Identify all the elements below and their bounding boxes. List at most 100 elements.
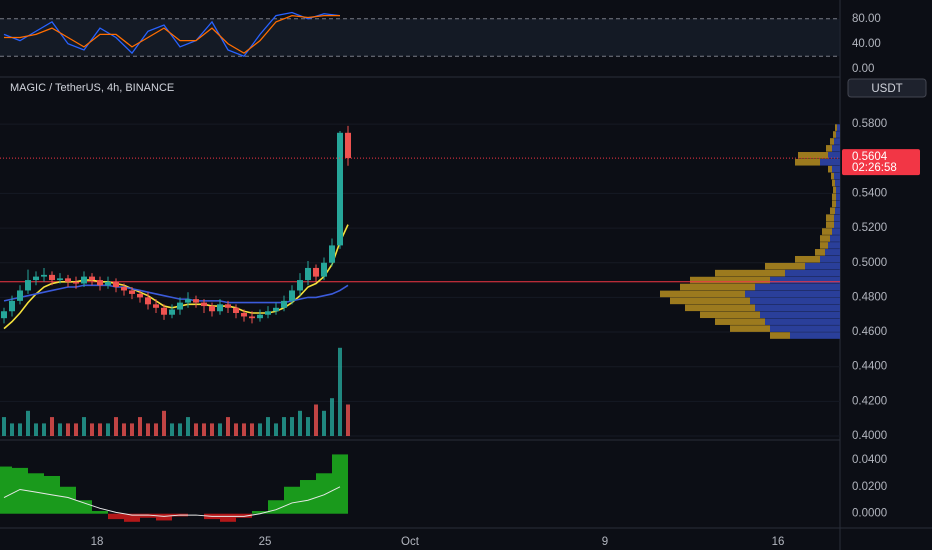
x-tick-label: 16 [772,536,785,548]
profile-bar [770,332,790,339]
candle-body [153,304,159,308]
profile-bar [834,214,840,221]
volume-bar [258,423,262,436]
candle-body [41,274,47,277]
profile-bar [836,200,840,208]
y-tick-label: 0.4000 [852,430,887,442]
currency-button[interactable] [847,78,927,98]
volume-bar [2,417,6,436]
candle-body [313,267,319,277]
rsi-tick-label: 40.00 [852,38,881,50]
profile-bar [770,276,840,284]
profile-bar [826,145,832,152]
candle-body [321,262,327,277]
profile-bar [830,235,840,242]
profile-bar [660,290,745,298]
profile-bar [826,221,834,228]
candle-body [89,276,95,281]
profile-bar [680,283,755,291]
y-tick-label: 0.4600 [852,326,887,338]
candle-body [97,280,103,286]
volume-bar [330,398,334,436]
volume-bar [170,423,174,436]
candle-body [65,278,71,282]
candle-body [17,290,23,301]
candle-body [193,299,199,303]
profile-bar [715,269,785,277]
volume-bar [202,423,206,436]
profile-bar [715,318,765,325]
symbol-title: MAGIC / TetherUS, 4h, BINANCE [10,82,174,94]
candle-body [121,287,127,291]
volume-bar [186,417,190,436]
candle-body [129,290,135,294]
profile-bar [765,262,805,270]
osc-bar [60,486,76,514]
osc-bar [332,454,348,514]
last-price-box [842,149,920,176]
profile-bar [755,283,840,291]
candle-body [105,281,111,286]
candle-body [249,316,255,319]
rsi-tick-label: 80.00 [852,13,881,25]
profile-bar [755,304,840,312]
profile-bar [805,262,840,270]
profile-bar [685,304,755,312]
profile-bar [820,158,840,166]
candle-body [25,280,31,291]
volume-bar [234,423,238,436]
osc-signal [3,486,341,517]
candle-body [145,297,151,305]
volume-bar [66,423,70,436]
currency-label[interactable]: USDT [871,83,902,95]
volume-bar [34,423,38,436]
profile-bar [815,249,825,256]
profile-bar [760,311,840,319]
candle-body [217,304,223,312]
osc-bar [76,500,92,514]
profile-bar [822,228,832,235]
candle-body [233,307,239,313]
profile-bar [835,124,837,131]
profile-bar [670,297,750,305]
candle-body [73,281,79,284]
candle-body [161,307,167,315]
profile-bar [785,269,840,277]
candle-body [265,311,271,315]
candle-body [33,276,39,281]
profile-bar [832,228,840,235]
x-tick-label: Oct [401,536,420,548]
volume-bar [18,423,22,436]
volume-bar [26,410,30,436]
profile-bar [820,235,830,242]
profile-bar [832,193,836,201]
candle-body [273,307,279,312]
volume-bar [226,417,230,436]
y-tick-label: 0.5400 [852,187,887,199]
volume-bar [314,404,318,436]
volume-bar [266,417,270,436]
profile-bar [826,214,834,221]
volume-bar [50,417,54,436]
osc-bar [284,486,300,514]
profile-bar [834,138,840,145]
profile-bar [836,186,840,194]
osc-tick-label: 0.0400 [852,454,887,466]
candle-body [137,293,143,298]
volume-bar [122,423,126,436]
profile-bar [836,131,840,138]
candle-body [281,300,287,308]
moving-average [3,284,349,304]
profile-bar [833,186,836,194]
profile-bar [765,318,840,325]
volume-bar [290,417,294,436]
profile-bar [690,276,770,284]
profile-bar [798,152,828,159]
volume-bar [98,423,102,436]
osc-tick-label: 0.0200 [852,481,887,493]
x-tick-label: 18 [91,536,104,548]
rsi-tick-label: 0.00 [852,63,874,75]
profile-bar [832,179,835,187]
countdown-label: 02:26:58 [852,162,897,174]
